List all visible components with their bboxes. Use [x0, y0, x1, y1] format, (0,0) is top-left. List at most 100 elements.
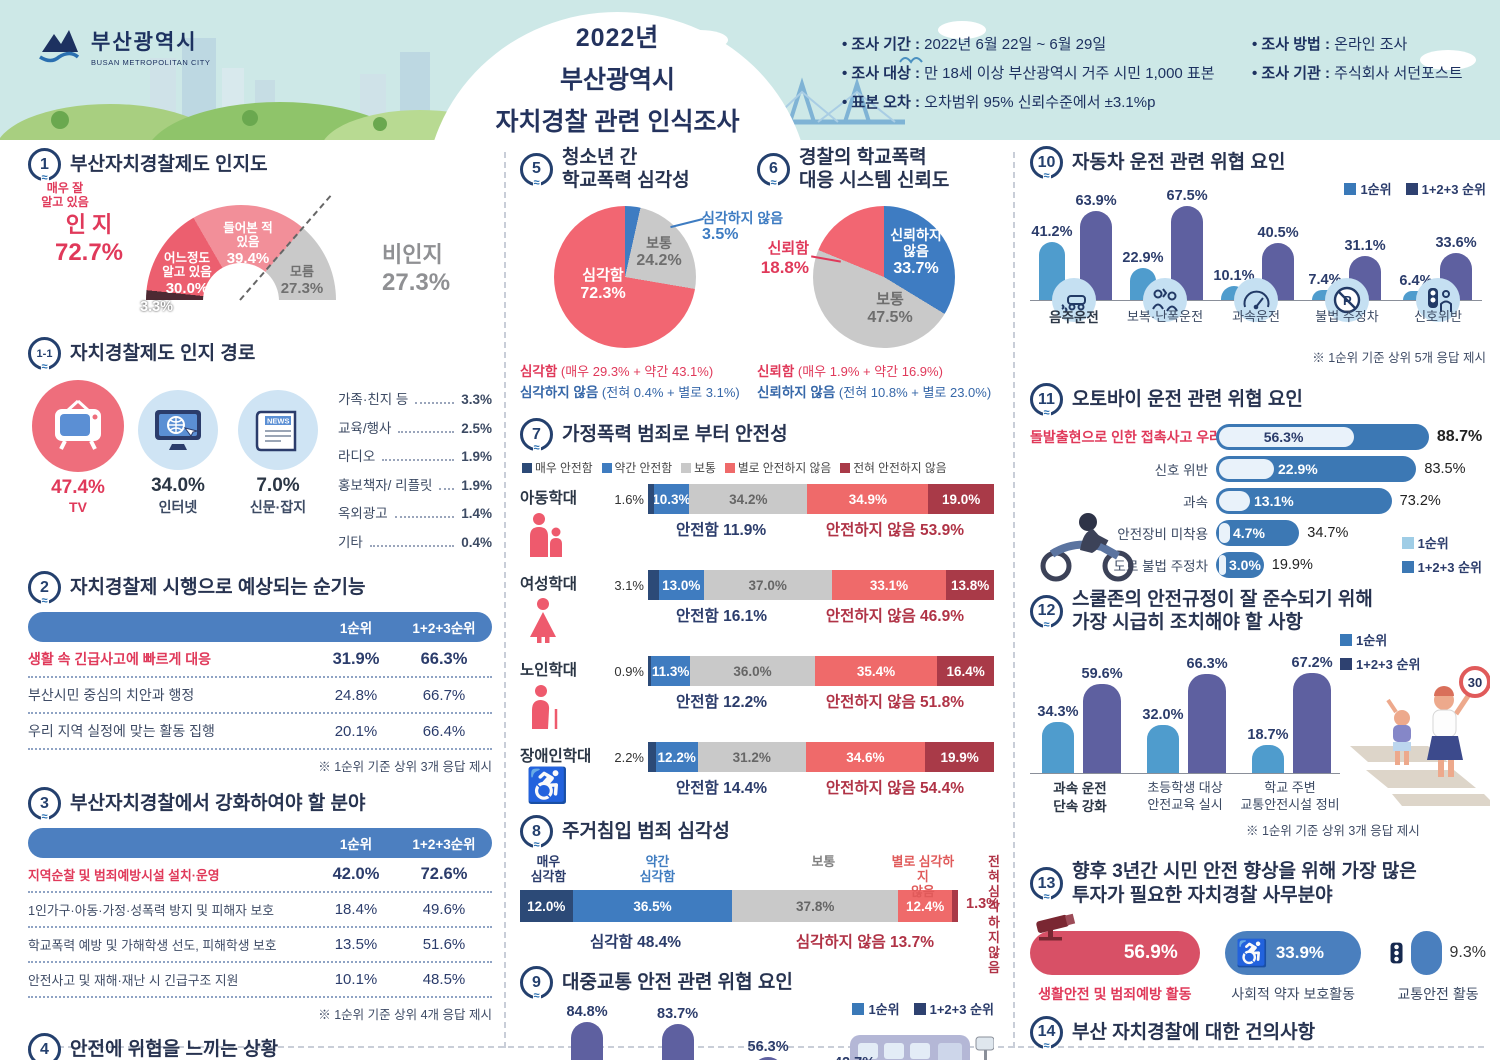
- segment-label: 약간 심각함: [639, 854, 676, 885]
- bar-pair: 38.1% 84.8%: [520, 1004, 610, 1060]
- bar-rank123-value: 83.5%: [1424, 461, 1466, 477]
- table-note: ※ 1순위 기준 상위 3개 응답 제시: [318, 760, 492, 774]
- list-item: 라디오 1.9%: [338, 449, 492, 464]
- transit-bar-chart: 1순위 1+2+3 순위 38.1%: [520, 999, 994, 1060]
- pill-value: 56.9%: [1123, 941, 1178, 963]
- safe-summary: 안전함 14.4%: [676, 780, 768, 798]
- newspaper-icon: NEWS: [238, 390, 318, 470]
- section-school-zone: 12 스쿨존의 안전규정이 잘 준수되기 위해 가장 시급히 조치해야 할 사항…: [1030, 588, 1490, 846]
- awareness-gauge-chart: 인 지 72.7% 들어본 적 있음 39.4% 어느정도 알고 있음 30.0% 모…: [28, 181, 492, 331]
- pill-label: 생활안전 및 범죄예방 활동: [1038, 985, 1192, 1002]
- bar-rank123: [1188, 673, 1227, 774]
- legend-rank123-swatch: [913, 1003, 926, 1016]
- section-13-title: 향후 3년간 시민 안전 향상을 위해 가장 많은 투자가 필요한 자치경찰 사…: [1072, 861, 1417, 906]
- bar-pair: 15.0% 56.3%: [701, 1021, 791, 1060]
- bar-pair-speeding: 10.1% 40.5%: [1212, 203, 1300, 322]
- channel-internet: 34.0% 인터넷: [128, 380, 228, 559]
- bar-rank1-value: 13.1%: [1254, 493, 1294, 509]
- unsafe-summary: 안전하지 않음 46.9%: [825, 608, 964, 626]
- section-1-badge: 1: [28, 148, 61, 181]
- bar-value: 84.8%: [566, 1004, 608, 1021]
- segment-label: 보통: [811, 854, 836, 870]
- busan-logo-mark: [39, 29, 80, 62]
- chart-legend: 1순위 1+2+3 순위: [1344, 179, 1486, 198]
- table-header: 1순위 1+2+3순위: [28, 612, 492, 642]
- bar-value: 32.0%: [1142, 707, 1184, 724]
- bar-rank1: [1219, 555, 1227, 575]
- pie-footnotes: 심각함 (매우 29.3% + 약간 43.1%) 심각하지 않음 (전혀 0.…: [520, 362, 757, 404]
- bar-rank123: 13.1%: [1216, 488, 1392, 514]
- meta-error: 표본 오차오차범위 95% 신뢰수준에서 ±3.1%p: [842, 91, 1215, 112]
- slice-label-serious: 심각함 72.3%: [580, 267, 626, 303]
- list-item: 홍보책자/ 리플릿 1.9%: [338, 477, 492, 493]
- legend-rank123-swatch: [1405, 183, 1418, 195]
- row-label: 장애인학대: [520, 748, 592, 766]
- section-14-badge: 14: [1030, 1015, 1063, 1049]
- slice-label-somewhat: 어느정도 알고 있음 30.0%: [162, 251, 212, 297]
- bar-value: 56.3%: [747, 1038, 789, 1055]
- bar-chart-area: 34.3% 59.6% 32.0% 66.3% 18.7% 67.2%: [1030, 655, 1340, 775]
- segment-label: 전혀 심각하지 않음: [988, 854, 1000, 975]
- bar-pair: 9.6% 42.7%: [792, 1021, 882, 1060]
- segment-very-unsafe: 13.8%: [946, 570, 994, 601]
- pie-chart: [554, 206, 696, 349]
- segment-safe: 13.0%: [658, 570, 704, 601]
- hbar-row: 신호 위반 22.9% 83.5%: [1030, 456, 1486, 482]
- section-6-title: 경찰의 학교폭력 대응 시스템 신뢰도: [799, 147, 950, 192]
- category-label: 초등학생 대상 안전교육 실시: [1147, 780, 1223, 813]
- slice-label-neutral: 보통 24.2%: [636, 235, 682, 270]
- channel-newspaper-value: 7.0%: [256, 475, 300, 496]
- category-label: 과속운전: [1232, 309, 1280, 324]
- section-1-1-badge: 1-1: [28, 337, 61, 370]
- bar-value: 63.9%: [1075, 192, 1117, 209]
- bar-pair: 18.7% 67.2%: [1240, 655, 1340, 774]
- slice-label-heard: 들어본 적 있음 39.4%: [223, 221, 273, 267]
- pill-value: 33.9%: [1275, 942, 1325, 962]
- segment-neutral: 36.0%: [690, 656, 815, 687]
- bar-rank1-value: 4.7%: [1233, 525, 1265, 541]
- legend-rank123: 1+2+3 순위: [1401, 557, 1482, 576]
- motorcycle-hbar-chart: 돌발출현으로 인한 접촉사고 우려 56.3% 88.7% 신호 위반: [1030, 424, 1486, 582]
- stacked-row-child-abuse: 아동학대 1.6% 10.3% 34.2% 34.9%: [520, 484, 994, 562]
- bar-rank123: [1293, 672, 1332, 774]
- stacked-row-women-abuse: 여성학대 3.1% 13.0% 37.0% 33.1%: [520, 570, 994, 648]
- section-6-badge: 6: [757, 152, 790, 186]
- bar-value: 34.3%: [1037, 703, 1079, 720]
- segment-very-unsafe: 19.0%: [928, 484, 994, 515]
- traffic-light-icon: [1390, 942, 1403, 964]
- bus-illustration: [850, 1035, 994, 1060]
- burglary-stacked-chart: 매우 심각함 약간 심각함 보통 별로 심각하지 않음 전혀 심각하지 않음 1…: [520, 854, 1000, 975]
- bar-pair: 34.3% 59.6%: [1030, 666, 1130, 774]
- bar-value: 59.6%: [1081, 665, 1123, 682]
- slice-label-trust: 신뢰함 18.8%: [760, 240, 809, 277]
- bar-value: 67.2%: [1291, 654, 1333, 671]
- category-label: 학교 주변 교통안전시설 정비: [1240, 780, 1340, 813]
- bar-rank1: [1251, 745, 1284, 774]
- segment-very-safe: [648, 742, 656, 773]
- bar-pair-signal-violation: 6.4% 33.6%: [1394, 203, 1482, 322]
- unsafe-summary: 안전하지 않음 54.4%: [825, 780, 964, 798]
- section-12-badge: 12: [1030, 594, 1063, 628]
- section-motorcycle-threats: 11 오토바이 운전 관련 위협 요인 돌발출현으로 인한 접촉사고 우려 56…: [1030, 383, 1486, 582]
- item-vulnerable-protection: ♿ 33.9% 사회적 약자 보호활동: [1225, 930, 1361, 1004]
- ranking-table: 1순위 1+2+3순위 생활 속 긴급사고에 빠르게 대응 31.9% 66.3% …: [28, 612, 492, 775]
- legend-rank123-swatch: [1401, 561, 1414, 573]
- slice-label-verywell: 매우 잘 알고 있음: [41, 181, 89, 210]
- bar-value: 42.7%: [834, 1055, 875, 1060]
- pie-chart: [813, 206, 955, 349]
- segment-very-safe: [648, 570, 659, 601]
- hbar-row: 도로 불법 주정차 3.0% 19.9%: [1030, 552, 1486, 578]
- channel-minor-list: 가족·친지 등 3.3% 교육/행사 2.5% 라디오 1.9% 홍보책자/ 리플릿 1…: [338, 388, 492, 559]
- bar-category-labels: 음주운전 보복·난폭운전 과속운전 불법 주정차 신호위반: [1030, 309, 1482, 327]
- footnote-serious: 심각함 (매우 29.3% + 약간 43.1%): [520, 364, 714, 380]
- signal-violation-icon: [1416, 278, 1460, 322]
- row-label: 아동학대: [520, 490, 578, 508]
- category-label: 불법 주정차: [1315, 309, 1379, 324]
- section-car-driving-threats: 10 자동차 운전 관련 위협 요인 1순위 1+2+3 순위 41.2% 63…: [1030, 146, 1486, 379]
- segment-unsafe: 34.6%: [805, 742, 926, 773]
- legend-swatch: [601, 463, 612, 474]
- header-skyline-illustration: [0, 21, 1476, 140]
- section-10-badge: 10: [1030, 146, 1063, 179]
- safe-summary: 안전함 11.9%: [676, 522, 767, 540]
- segment-serious: 36.5%: [572, 890, 733, 923]
